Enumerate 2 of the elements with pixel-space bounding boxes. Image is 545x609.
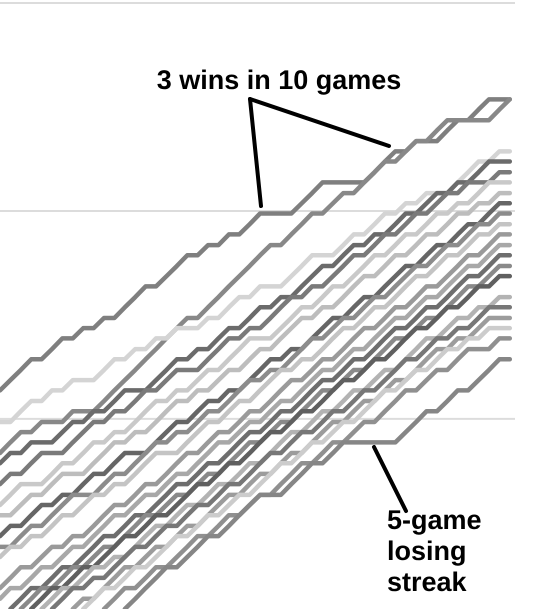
text: 3 wins in 10 games [156,65,402,95]
annotation: 5-game losing streak [387,505,482,597]
